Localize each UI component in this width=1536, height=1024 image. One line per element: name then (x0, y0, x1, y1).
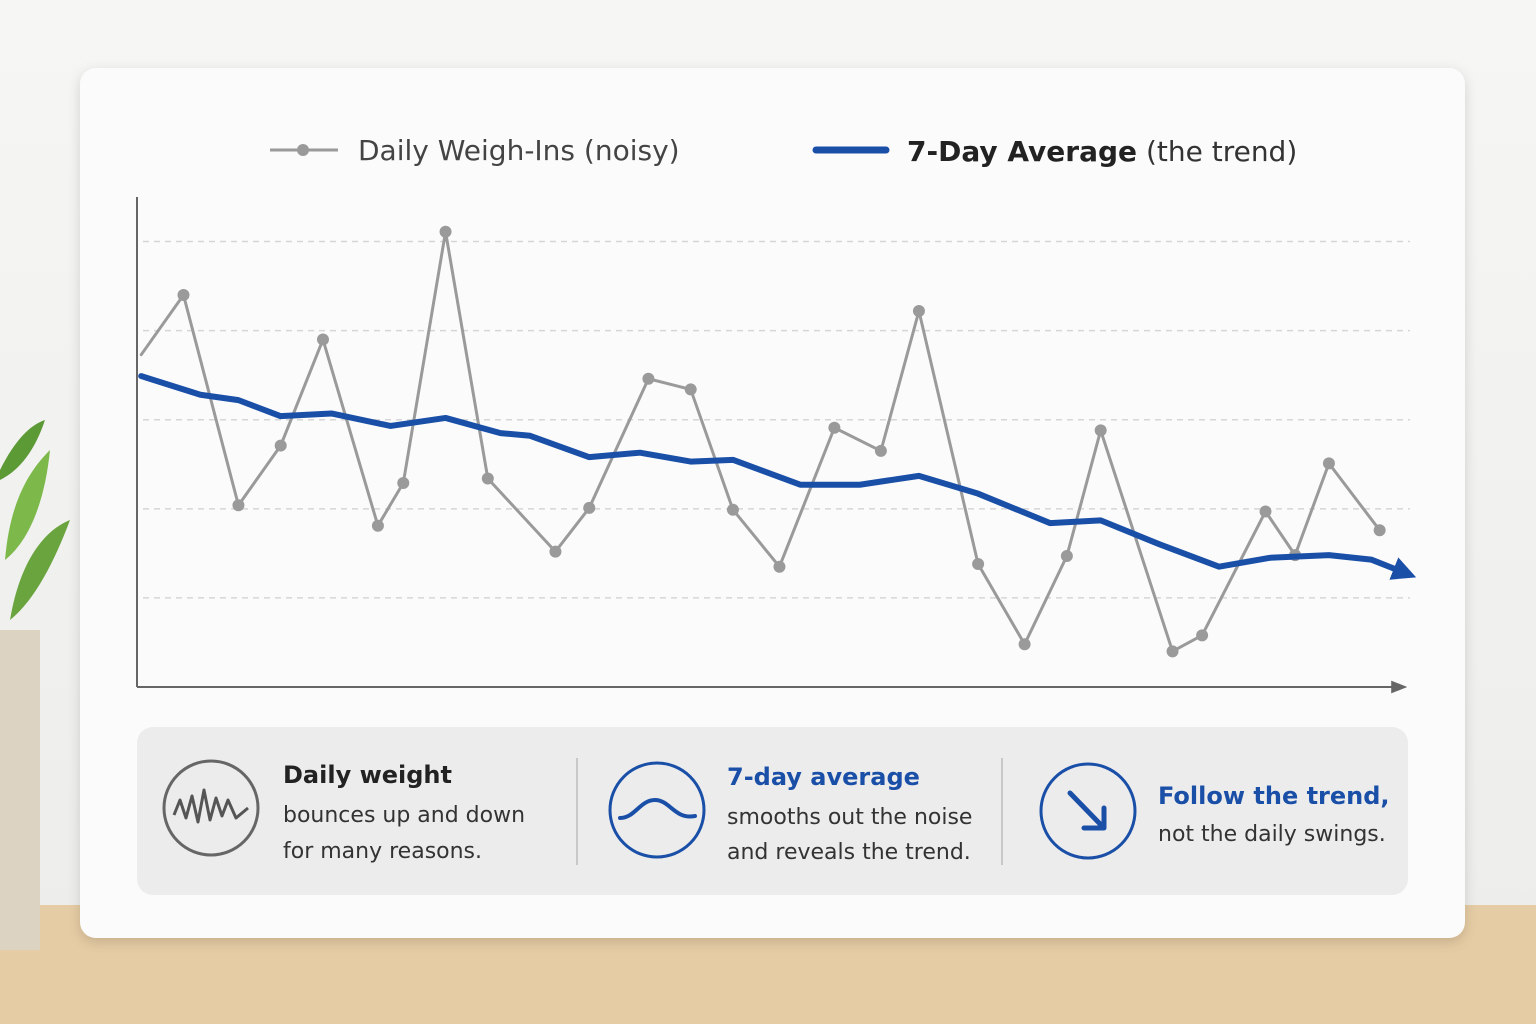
data-point (1166, 645, 1179, 658)
data-point (773, 560, 786, 573)
data-point (439, 225, 452, 238)
data-point (1094, 424, 1107, 437)
card-text: not the daily swings. (1158, 822, 1386, 847)
card-text: for many reasons. (283, 839, 482, 864)
data-point (1196, 629, 1209, 642)
data-point (1322, 457, 1335, 470)
data-point (371, 519, 384, 532)
data-point (177, 289, 190, 301)
data-point (1259, 505, 1272, 518)
card-title: 7-day average (727, 763, 920, 791)
card-text: and reveals the trend. (727, 840, 971, 865)
data-point (972, 558, 985, 571)
card-title: Daily weight (283, 761, 452, 789)
data-point (684, 383, 697, 396)
info-panel-bg (137, 727, 1408, 895)
icon-noise (162, 759, 260, 857)
legend-label: 7-Day Average (the trend) (907, 135, 1297, 168)
legend-label: Daily Weigh-Ins (noisy) (358, 134, 680, 167)
data-point (1373, 524, 1386, 537)
data-point (726, 503, 739, 516)
legend: Daily Weigh-Ins (noisy) 7-Day Average (t… (270, 134, 1297, 168)
daily-line (139, 230, 1382, 653)
card-text: bounces up and down (283, 803, 525, 828)
data-point (316, 333, 329, 346)
data-point (481, 472, 494, 485)
data-point (232, 499, 245, 512)
card-text: smooths out the noise (727, 805, 972, 830)
data-point (1018, 638, 1031, 651)
data-point (397, 476, 410, 489)
legend-name: 7-Day Average (907, 135, 1137, 168)
plant (0, 420, 70, 950)
icon-trend (1039, 762, 1137, 860)
data-point (874, 444, 887, 457)
legend-note: (the trend) (1146, 135, 1297, 168)
data-point (583, 501, 596, 514)
icon-wave (608, 761, 706, 859)
data-point (549, 545, 562, 558)
data-point (1060, 550, 1073, 563)
data-point (912, 305, 925, 318)
data-point (642, 372, 655, 385)
info-panel: Daily weight bounces up and down for man… (137, 727, 1408, 895)
data-point (274, 439, 287, 452)
board (80, 68, 1465, 938)
card-title: Follow the trend, (1158, 782, 1390, 810)
data-point (828, 421, 841, 434)
average-line (138, 373, 1417, 580)
legend-marker (297, 144, 309, 156)
plot-area (136, 197, 1417, 694)
